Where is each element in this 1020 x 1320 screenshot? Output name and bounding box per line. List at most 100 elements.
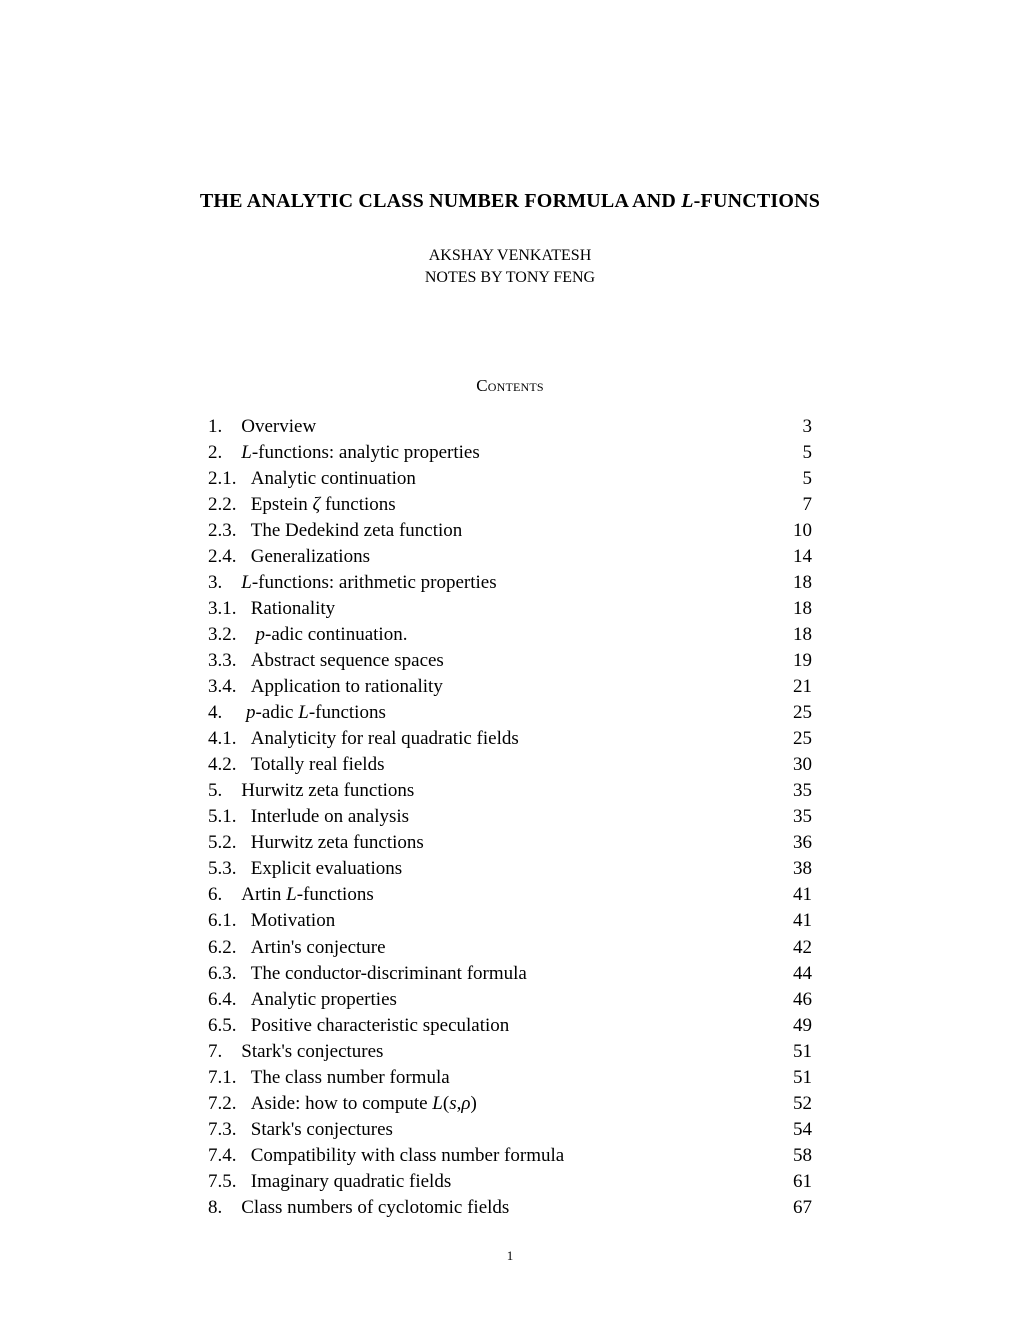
toc-title-text: Analyticity for real quadratic fields [251,728,519,749]
toc-row-left: 2.3. The Dedekind zeta function [208,518,462,544]
toc-number: 5. [208,778,222,804]
toc-number: 2.1. [208,466,237,492]
toc-title-text: The conductor-discriminant formula [251,963,527,984]
toc-row: 7. Stark's conjectures 51 [208,1039,812,1065]
toc-number: 7.3. [208,1117,237,1143]
toc-page: 58 [793,1143,812,1169]
toc-page: 52 [793,1091,812,1117]
toc-page: 5 [803,440,813,466]
toc-title: L-functions: analytic properties [241,440,480,466]
toc-gap [237,1117,251,1143]
toc-page: 18 [793,570,812,596]
toc-page: 19 [793,648,812,674]
toc-row: 2. L-functions: analytic properties 5 [208,440,812,466]
toc-title-text: Artin [241,884,286,905]
toc-row: 3.4. Application to rationality21 [208,674,812,700]
toc-number: 2. [208,440,222,466]
toc-title-math: L [241,442,252,463]
toc-row: 4.1. Analyticity for real quadratic fiel… [208,726,812,752]
toc-row: 2.2. Epstein ζ functions7 [208,492,812,518]
toc-number: 3.1. [208,596,237,622]
toc-page: 5 [803,466,813,492]
toc-row-left: 3.4. Application to rationality [208,674,443,700]
toc-number: 7.4. [208,1143,237,1169]
toc-title-text: Artin's conjecture [251,937,386,958]
toc-row: 2.4. Generalizations14 [208,544,812,570]
toc-number: 5.2. [208,830,237,856]
toc-page: 18 [793,622,812,648]
toc-row: 4. p-adic L-functions25 [208,700,812,726]
toc-row: 7.2. Aside: how to compute L(s,ρ) 52 [208,1091,812,1117]
toc-row-left: 7. Stark's conjectures [208,1039,383,1065]
toc-page: 36 [793,830,812,856]
toc-page: 54 [793,1117,812,1143]
toc-page: 7 [803,492,813,518]
toc-title: p-adic continuation. [251,622,408,648]
toc-row: 6.1. Motivation41 [208,908,812,934]
toc-gap [222,414,241,440]
toc-title: Rationality [251,596,335,622]
toc-gap [237,492,251,518]
toc-row: 5.2. Hurwitz zeta functions 36 [208,830,812,856]
toc-row-left: 4.2. Totally real fields [208,752,384,778]
toc-page: 51 [793,1039,812,1065]
toc-page: 44 [793,961,812,987]
toc-number: 7.1. [208,1065,237,1091]
toc-row-left: 1. Overview [208,414,316,440]
toc-row-left: 2.4. Generalizations [208,544,370,570]
toc-gap [237,1143,251,1169]
toc-gap [237,518,251,544]
toc-row: 5.3. Explicit evaluations38 [208,856,812,882]
contents-rest: ontents [488,376,544,395]
toc-row-left: 5.1. Interlude on analysis [208,804,409,830]
title-text-after: -FUNCTIONS [694,190,820,212]
toc-row-left: 3.2. p-adic continuation. [208,622,407,648]
page: THE ANALYTIC CLASS NUMBER FORMULA AND L-… [0,0,1020,1320]
toc-number: 6.4. [208,987,237,1013]
toc-title-math: L [286,884,297,905]
toc-number: 4.2. [208,752,237,778]
toc-title-text: -functions [297,884,374,905]
toc-title: Totally real fields [251,752,385,778]
toc-title-text: Imaginary quadratic fields [251,1171,451,1192]
toc-title-text: The class number formula [251,1067,450,1088]
toc-gap [222,1195,241,1221]
toc-row-left: 5.2. Hurwitz zeta functions [208,830,424,856]
toc-row: 4.2. Totally real fields30 [208,752,812,778]
toc-page: 10 [793,518,812,544]
toc-title-text: Application to rationality [251,676,443,697]
toc-gap [237,987,251,1013]
toc-number: 6.3. [208,961,237,987]
toc-gap [237,648,251,674]
toc-row: 6.4. Analytic properties46 [208,987,812,1013]
toc-title-text: -functions: analytic properties [252,442,480,463]
toc-row-left: 6. Artin L-functions [208,882,374,908]
toc-title: Artin's conjecture [251,935,386,961]
toc-title-text: -adic [256,702,299,723]
toc-title-text: Generalizations [251,546,370,567]
toc-row-left: 6.2. Artin's conjecture [208,935,386,961]
toc-title: Interlude on analysis [251,804,409,830]
toc-number: 7.2. [208,1091,237,1117]
toc-title: p-adic L-functions [241,700,386,726]
toc-row: 3. L-functions: arithmetic properties 18 [208,570,812,596]
toc-row-left: 7.5. Imaginary quadratic fields [208,1169,451,1195]
toc-gap [237,1013,251,1039]
toc-page: 49 [793,1013,812,1039]
toc-title: Aside: how to compute L(s,ρ) [251,1091,477,1117]
toc-page: 18 [793,596,812,622]
toc-row-left: 6.4. Analytic properties [208,987,397,1013]
toc-row: 6.5. Positive characteristic speculation… [208,1013,812,1039]
toc-gap [237,1169,251,1195]
toc-row: 3.3. Abstract sequence spaces19 [208,648,812,674]
toc-title-text: Positive characteristic speculation [251,1015,510,1036]
authors-block: AKSHAY VENKATESH NOTES BY TONY FENG [0,245,1020,288]
toc-row-left: 6.5. Positive characteristic speculation [208,1013,509,1039]
toc-number: 6.2. [208,935,237,961]
toc-row: 2.1. Analytic continuation5 [208,466,812,492]
toc-gap [237,856,251,882]
toc-gap [222,440,241,466]
toc-row-left: 3. L-functions: arithmetic properties [208,570,497,596]
contents-C: C [476,376,488,395]
toc-title-text: -functions: arithmetic properties [252,572,497,593]
